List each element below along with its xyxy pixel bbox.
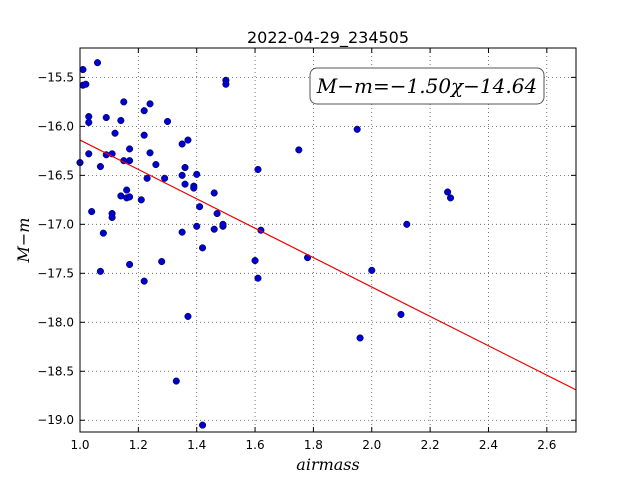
data-point [111,129,119,137]
data-point [181,163,189,172]
data-point [353,125,361,133]
data-point [213,210,221,218]
data-point [193,222,201,230]
ticks: 1.0 1.2 1.4 1.6 1.8 2.0 2.2 2.4 2.6 −15.5 −16.0 −16… [37,48,576,452]
annotation-box-border [309,67,545,105]
data-point [178,171,186,179]
x-tick-label: 2.2 [421,438,440,452]
data-point [222,80,230,88]
x-tick-label: 1.6 [246,438,265,452]
data-point [196,203,204,211]
data-point [140,107,148,115]
data-point [146,149,154,157]
data-point [210,225,218,233]
data-point [79,66,87,74]
data-point [184,312,192,320]
data-point [126,157,134,165]
data-point [85,118,93,126]
data-point [143,174,151,182]
data-point [123,186,131,194]
data-point [102,114,110,122]
y-axis-label: M−m [14,218,33,264]
data-point [254,165,262,174]
y-tick-label: −17.0 [37,217,74,231]
y-tick-label: −15.5 [37,70,74,84]
data-point [93,59,102,67]
x-tick-label: 1.8 [304,438,323,452]
data-point [444,188,452,196]
data-point [178,228,186,236]
data-point [219,220,227,228]
data-point [88,208,96,216]
data-point [152,161,160,169]
chart-title: 2022-04-29_234505 [247,28,409,48]
y-tick-label: −16.5 [37,168,74,182]
data-point [295,146,303,154]
data-point [85,113,93,121]
y-tick-label: −19.0 [37,413,74,427]
data-point [96,162,104,171]
x-tick-label: 1.4 [187,438,206,452]
data-point [198,421,207,429]
data-point [397,310,405,318]
x-tick-label: 2.4 [479,438,498,452]
data-point [368,266,376,274]
data-point [140,277,148,285]
data-point [193,170,201,178]
data-point [117,116,125,125]
data-point [140,131,148,139]
data-point [99,229,107,237]
x-axis-label: airmass [296,455,359,474]
data-point [161,174,169,182]
data-point [181,180,189,188]
data-point [120,98,128,106]
fit-equation: M−m=−1.50χ−14.64 [316,74,537,98]
axes-frame [79,47,577,433]
data-point [108,213,116,222]
data-point [96,267,104,275]
fit-line [79,139,577,391]
y-tick-label: −16.0 [37,119,74,133]
data-point [446,194,455,202]
data-point [137,196,145,204]
x-tick-label: 1.2 [129,438,148,452]
y-tick-label: −17.5 [37,266,74,280]
data-point [126,145,134,153]
data-point [126,260,134,269]
data-point [210,189,218,197]
grid [79,48,576,432]
x-tick-label: 2.0 [362,438,381,452]
data-point [198,244,207,252]
data-point [85,150,93,158]
data-point [403,220,411,228]
data-point [251,257,259,265]
y-tick-label: −18.5 [37,364,74,378]
data-point [184,136,192,144]
plot-area [76,59,577,429]
data-point [178,140,186,148]
x-tick-label: 2.6 [537,438,556,452]
data-point [146,100,154,108]
data-point [158,258,166,266]
data-point [82,80,90,88]
y-tick-label: −18.0 [37,315,74,329]
data-point [356,334,364,342]
data-point [254,274,262,282]
data-point [190,184,198,192]
fit-annotation-box: M−m=−1.50χ−14.64 [309,67,545,105]
data-point [163,117,172,126]
data-point [126,193,134,201]
x-tick-label: 1.0 [70,438,89,452]
data-point [172,377,180,385]
